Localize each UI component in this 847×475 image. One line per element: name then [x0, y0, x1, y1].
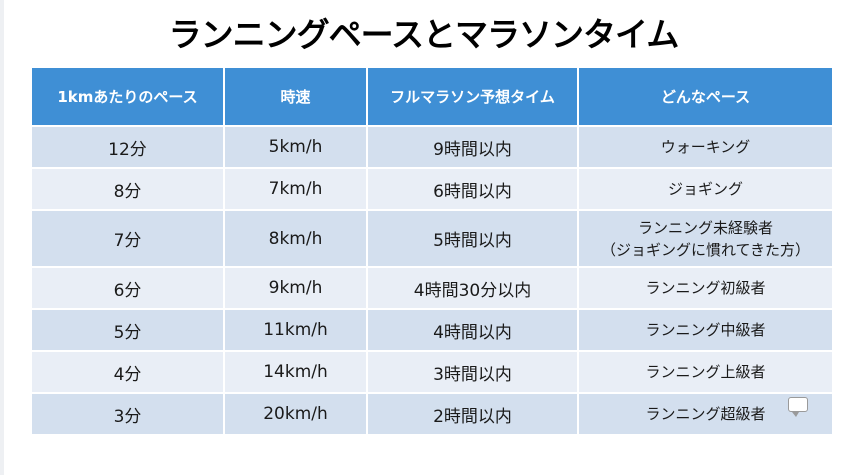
table-row: 7分 8km/h 5時間以内 ランニング未経験者 （ジョギングに慣れてきた方）: [32, 211, 832, 268]
table-row: 5分 11km/h 4時間以内 ランニング中級者: [32, 310, 832, 352]
pace-type-line-1: ランニング未経験者: [637, 218, 773, 237]
cell-marathon-time: 2時間以内: [368, 394, 579, 436]
cell-marathon-time: 6時間以内: [368, 169, 579, 211]
cell-pace-type: ランニング上級者: [579, 352, 832, 394]
comment-icon[interactable]: [788, 397, 808, 417]
pace-table: 1kmあたりのペース 時速 フルマラソン予想タイム どんなペース 12分 5km…: [32, 68, 832, 436]
table-header-row: 1kmあたりのペース 時速 フルマラソン予想タイム どんなペース: [32, 68, 832, 127]
cell-marathon-time: 4時間以内: [368, 310, 579, 352]
cell-marathon-time: 4時間30分以内: [368, 268, 579, 310]
cell-speed: 14km/h: [225, 352, 368, 394]
header-marathon-time: フルマラソン予想タイム: [368, 68, 579, 127]
cell-speed: 8km/h: [225, 211, 368, 268]
cell-speed: 5km/h: [225, 127, 368, 169]
slide-left-edge: [0, 0, 4, 475]
cell-pace-type: ジョギング: [579, 169, 832, 211]
cell-marathon-time: 3時間以内: [368, 352, 579, 394]
slide-title: ランニングペースとマラソンタイム: [168, 15, 680, 54]
table-row: 6分 9km/h 4時間30分以内 ランニング初級者: [32, 268, 832, 310]
cell-pace: 8分: [32, 169, 225, 211]
cell-speed: 7km/h: [225, 169, 368, 211]
header-pace-type: どんなペース: [579, 68, 832, 127]
table-row: 3分 20km/h 2時間以内 ランニング超級者: [32, 394, 832, 436]
cell-pace-type: ランニング初級者: [579, 268, 832, 310]
cell-pace: 5分: [32, 310, 225, 352]
pace-type-line-2: （ジョギングに慣れてきた方）: [600, 240, 811, 259]
table-row: 12分 5km/h 9時間以内 ウォーキング: [32, 127, 832, 169]
cell-pace: 7分: [32, 211, 225, 268]
cell-pace: 6分: [32, 268, 225, 310]
cell-pace-type: ランニング中級者: [579, 310, 832, 352]
cell-speed: 11km/h: [225, 310, 368, 352]
cell-pace-type: ランニング未経験者 （ジョギングに慣れてきた方）: [579, 211, 832, 268]
cell-pace: 3分: [32, 394, 225, 436]
cell-speed: 9km/h: [225, 268, 368, 310]
cell-pace: 12分: [32, 127, 225, 169]
cell-pace: 4分: [32, 352, 225, 394]
cell-speed: 20km/h: [225, 394, 368, 436]
table-row: 4分 14km/h 3時間以内 ランニング上級者: [32, 352, 832, 394]
header-pace: 1kmあたりのペース: [32, 68, 225, 127]
cell-pace-type: ウォーキング: [579, 127, 832, 169]
cell-marathon-time: 9時間以内: [368, 127, 579, 169]
cell-marathon-time: 5時間以内: [368, 211, 579, 268]
table-row: 8分 7km/h 6時間以内 ジョギング: [32, 169, 832, 211]
header-speed: 時速: [225, 68, 368, 127]
